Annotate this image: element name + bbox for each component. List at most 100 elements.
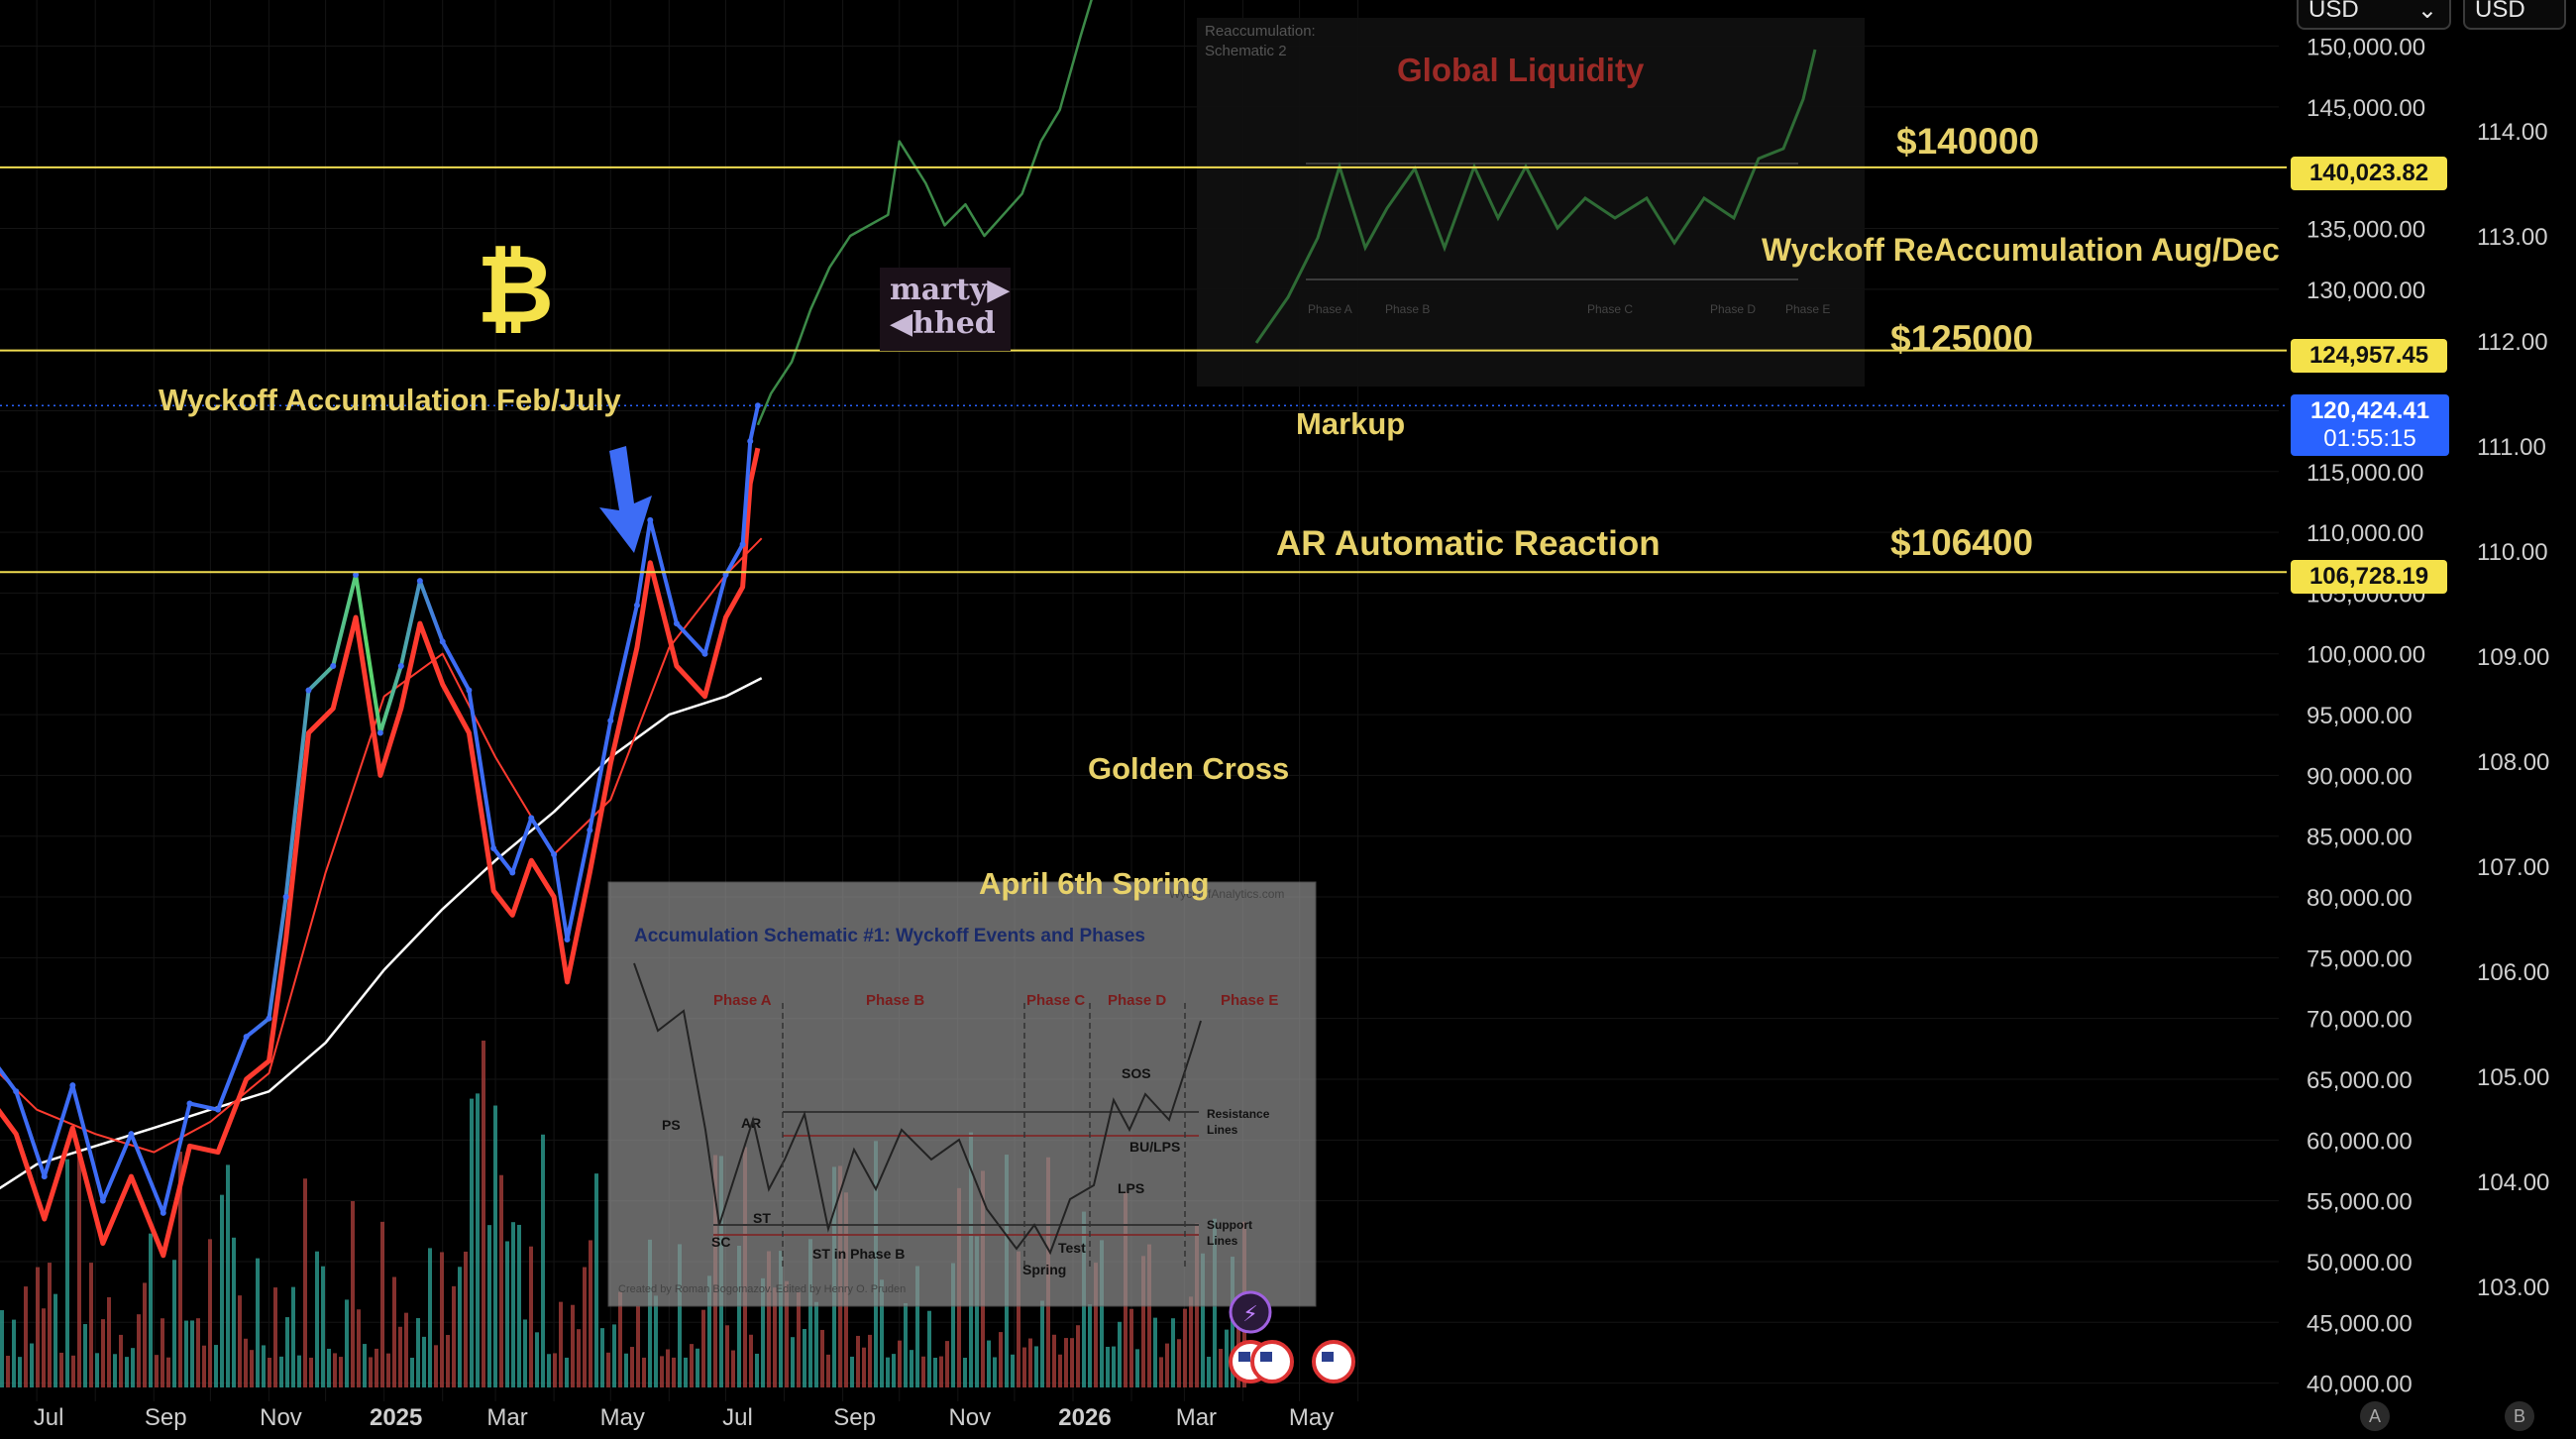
- level-140-label: $140000: [1896, 121, 2039, 162]
- volume-bar: [487, 1225, 491, 1387]
- volume-bar: [137, 1314, 141, 1387]
- volume-bar: [606, 1352, 610, 1387]
- lightning-glyph: ⚡: [1242, 1301, 1257, 1326]
- volume-bar: [410, 1357, 414, 1387]
- inset-phase-label: Phase E: [1785, 302, 1830, 316]
- price-point: [490, 844, 497, 851]
- volume-bar: [351, 1200, 355, 1387]
- level-106-label: $106400: [1890, 522, 2033, 563]
- liquidity-tick-label: 107.00: [2477, 854, 2549, 881]
- volume-bar: [404, 1312, 408, 1387]
- volume-bar: [30, 1343, 34, 1387]
- axis-button-label: B: [2513, 1406, 2525, 1426]
- volume-bar: [196, 1318, 200, 1387]
- price-tick-label: 75,000.00: [2307, 945, 2413, 972]
- volume-bar: [357, 1309, 361, 1387]
- liquidity-tick-label: 114.00: [2477, 119, 2548, 146]
- volume-bar: [553, 1353, 557, 1387]
- volume-bar: [803, 1328, 806, 1387]
- volume-bar: [184, 1320, 188, 1387]
- price-point: [41, 1173, 48, 1180]
- volume-bar: [1147, 1244, 1151, 1387]
- volume-bar: [1141, 1256, 1145, 1387]
- liquidity-tick-label: 110.00: [2477, 539, 2548, 566]
- time-tick-label: Mar: [1176, 1404, 1217, 1431]
- volume-bar: [696, 1348, 699, 1387]
- volume-bar: [1076, 1325, 1080, 1387]
- volume-bar: [268, 1357, 271, 1387]
- volume-bar: [178, 1152, 182, 1387]
- last-price-value: 120,424.41: [2309, 397, 2430, 424]
- volume-bar: [773, 1287, 777, 1387]
- volume-bar: [244, 1338, 248, 1387]
- volume-bar: [452, 1285, 456, 1387]
- price-tick-label: 115,000.00: [2307, 460, 2423, 487]
- axis-button-a[interactable]: A: [2360, 1401, 2390, 1431]
- volume-bar: [987, 1340, 991, 1387]
- volume-bar: [1177, 1339, 1181, 1387]
- volume-bar: [749, 1334, 753, 1387]
- red-smoothed-price-line: [0, 447, 761, 1259]
- inset-phase-label: Phase D: [1710, 302, 1756, 316]
- inset-event-label: LPS: [1118, 1180, 1144, 1196]
- volume-bar: [600, 1328, 604, 1387]
- price-point: [353, 572, 360, 579]
- liquidity-tick-label: 103.00: [2477, 1274, 2549, 1301]
- currency-select-primary[interactable]: USD ⌄: [2297, 0, 2451, 30]
- currency-select-secondary[interactable]: USD: [2463, 0, 2566, 30]
- volume-bar: [707, 1275, 711, 1387]
- accumulation-schematic-inset: WyckoffAnalytics.com Accumulation Schemat…: [607, 881, 1317, 1307]
- volume-bar: [904, 1302, 908, 1387]
- volume-bar: [1201, 1253, 1205, 1387]
- volume-bar: [529, 1246, 533, 1387]
- volume-bar: [666, 1349, 670, 1387]
- inset-background: [1197, 18, 1865, 387]
- currency-label: USD: [2308, 0, 2359, 23]
- price-point: [754, 402, 761, 409]
- volume-bar: [755, 1353, 759, 1387]
- volume-bar: [862, 1347, 866, 1387]
- global-liquidity-label: Global Liquidity: [1397, 52, 1645, 88]
- price-tick-label: 80,000.00: [2307, 885, 2413, 912]
- volume-bar: [1129, 1308, 1133, 1387]
- volume-bar: [256, 1258, 260, 1387]
- price-tick-label: 150,000.00: [2307, 35, 2425, 61]
- inset-event-label: Spring: [1022, 1262, 1066, 1277]
- price-tick-label: 65,000.00: [2307, 1067, 2413, 1094]
- volume-bar: [779, 1251, 783, 1387]
- price-tick-label: 130,000.00: [2307, 277, 2425, 304]
- volume-bar: [155, 1355, 159, 1387]
- bitcoin-icon: ₿: [477, 237, 554, 343]
- volume-bar: [1112, 1346, 1116, 1387]
- volume-bar: [1171, 1318, 1175, 1387]
- volume-bar: [808, 1239, 812, 1387]
- axis-button-b[interactable]: B: [2505, 1401, 2534, 1431]
- inset-side-label: Lines: [1207, 1234, 1238, 1248]
- liquidity-tick-label: 111.00: [2477, 434, 2546, 461]
- volume-bar: [470, 1098, 474, 1387]
- price-tick-label: 40,000.00: [2307, 1372, 2413, 1398]
- inset-title: Schematic 2: [1205, 43, 1287, 59]
- price-tick-label: 110,000.00: [2307, 520, 2423, 547]
- volume-bar: [523, 1319, 527, 1387]
- volume-bar: [1165, 1343, 1169, 1387]
- volume-bar: [1088, 1304, 1092, 1387]
- volume-bar: [565, 1357, 569, 1387]
- price-tick-label: 85,000.00: [2307, 825, 2413, 851]
- volume-bar: [1064, 1338, 1068, 1387]
- price-point: [186, 1100, 193, 1107]
- price-badge-125k: 124,957.45: [2291, 339, 2447, 373]
- volume-bar: [963, 1357, 967, 1387]
- horizontal-levels[interactable]: [0, 166, 2287, 574]
- volume-bar: [767, 1251, 771, 1387]
- volume-bar: [820, 1329, 824, 1387]
- inset-title: Reaccumulation:: [1205, 23, 1316, 40]
- volume-bar: [482, 1041, 485, 1387]
- inset-event-label: PS: [662, 1117, 681, 1133]
- volume-bar: [303, 1178, 307, 1387]
- last-price-badge: 120,424.41 01:55:15: [2291, 394, 2449, 456]
- volume-bar: [1094, 1263, 1098, 1387]
- volume-bar: [36, 1267, 40, 1387]
- volume-bar: [220, 1194, 224, 1387]
